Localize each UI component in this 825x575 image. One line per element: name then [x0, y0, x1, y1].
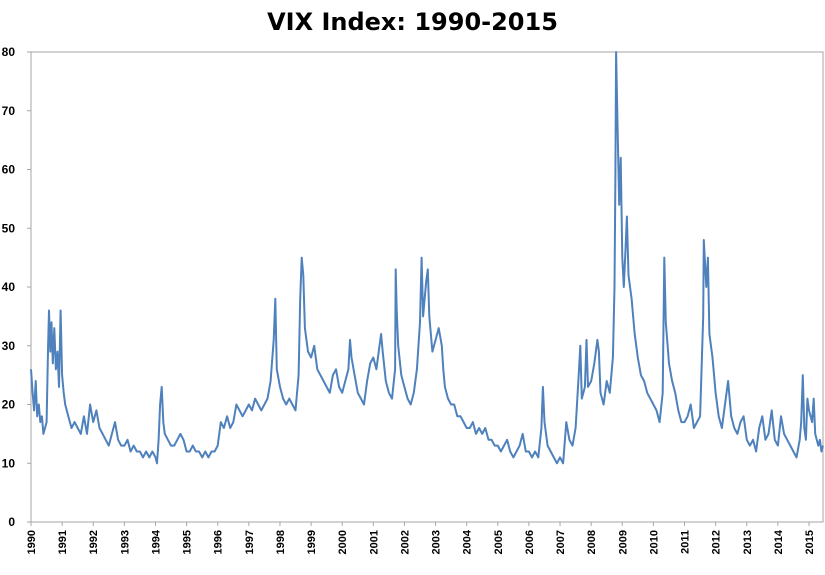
y-tick-label: 20 [2, 398, 16, 412]
x-tick-label: 2000 [337, 530, 349, 554]
x-tick-label: 2013 [742, 530, 754, 554]
x-tick-label: 2002 [399, 530, 411, 554]
x-tick-label: 1995 [182, 530, 194, 554]
x-tick-label: 2008 [586, 530, 598, 554]
x-tick-label: 2005 [493, 530, 505, 554]
x-tick-label: 2009 [617, 530, 629, 554]
x-tick-label: 1993 [119, 530, 131, 554]
x-tick-label: 2014 [773, 529, 785, 554]
x-tick-label: 1990 [26, 530, 38, 554]
x-tick-label: 2011 [680, 530, 692, 554]
y-tick-label: 50 [2, 221, 16, 235]
y-tick-label: 0 [8, 515, 15, 529]
x-tick-label: 1999 [306, 530, 318, 554]
x-tick-label: 2007 [555, 530, 567, 554]
x-tick-label: 2012 [711, 530, 723, 554]
x-tick-label: 2015 [804, 530, 816, 554]
x-tick-label: 2006 [524, 530, 536, 554]
x-axis: 1990 1991 1992 1993 1994 1995 1996 1997 1998 1999… [26, 522, 816, 554]
chart-title: VIX Index: 1990-2015 [267, 8, 558, 36]
x-tick-label: 1998 [275, 530, 287, 554]
series-line-vix [30, 51, 824, 465]
y-tick-label: 30 [2, 339, 16, 353]
x-tick-label: 2010 [648, 530, 660, 554]
x-tick-label: 2004 [462, 529, 474, 554]
y-axis: 0 10 20 30 40 50 60 70 80 [2, 45, 31, 529]
x-tick-label: 2003 [431, 530, 443, 554]
x-tick-label: 1994 [150, 529, 162, 554]
y-tick-label: 40 [2, 280, 16, 294]
y-tick-label: 10 [2, 456, 16, 470]
y-tick-label: 70 [2, 104, 16, 118]
x-tick-label: 1996 [213, 530, 225, 554]
x-tick-label: 1997 [244, 530, 256, 554]
x-tick-label: 1992 [88, 530, 100, 554]
y-tick-label: 60 [2, 163, 16, 177]
y-tick-label: 80 [2, 45, 16, 59]
x-tick-label: 1991 [57, 530, 69, 554]
x-tick-label: 2001 [368, 530, 380, 554]
